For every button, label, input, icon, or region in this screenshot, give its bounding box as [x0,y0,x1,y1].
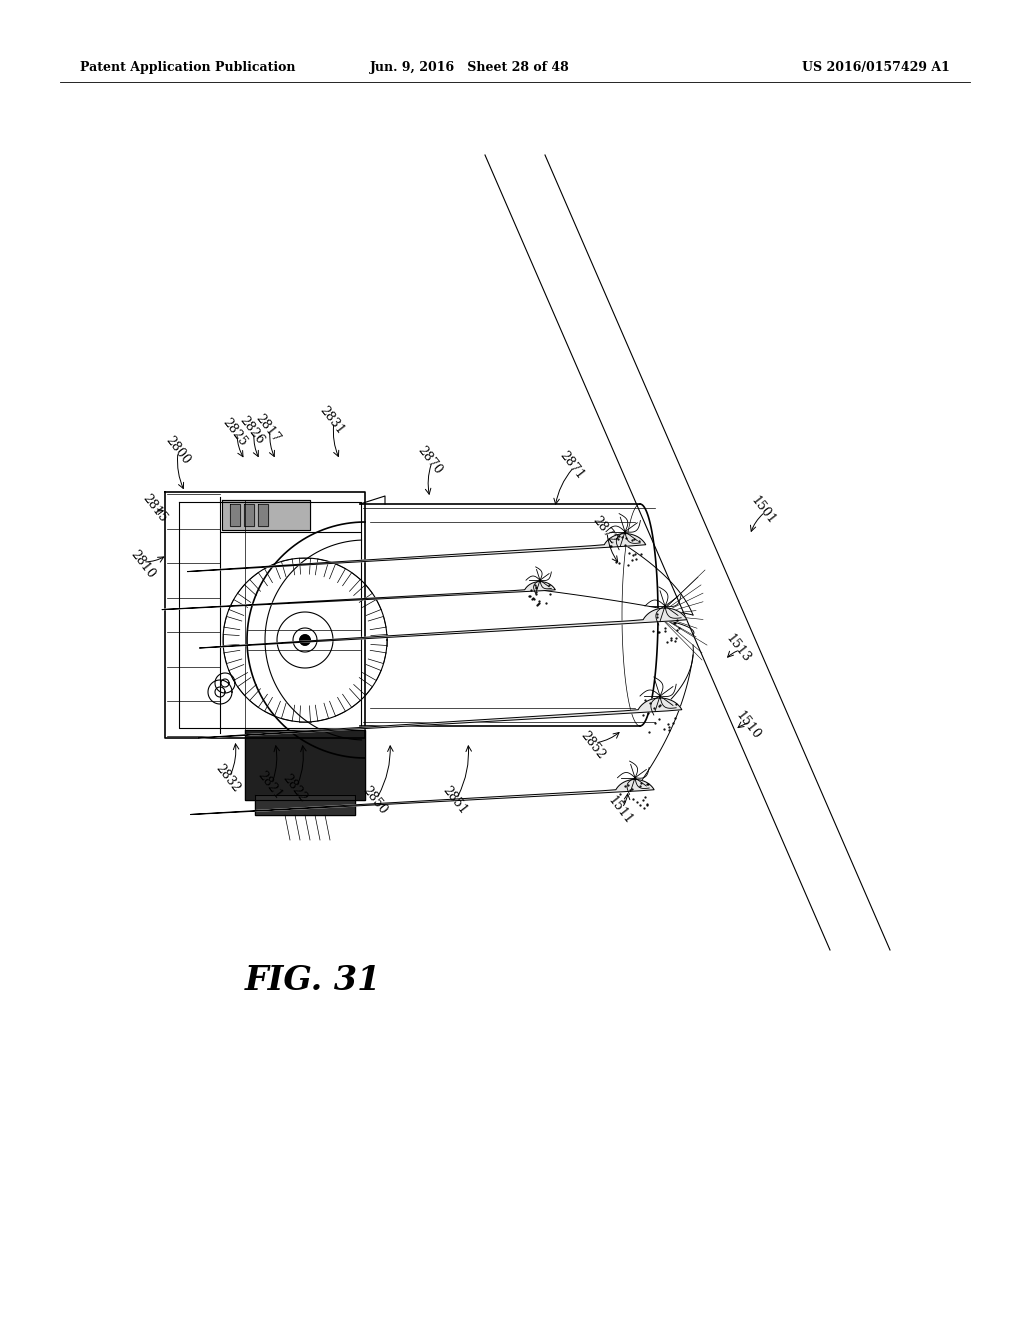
Text: 2810: 2810 [128,548,158,581]
Text: 1510: 1510 [733,709,763,742]
Text: 1513: 1513 [723,631,753,664]
Polygon shape [162,582,555,610]
Text: 2850: 2850 [360,784,390,817]
Text: 1501: 1501 [749,494,778,527]
Text: 2832: 2832 [213,762,243,795]
Polygon shape [230,504,240,525]
Text: 2800: 2800 [163,433,193,466]
Text: 2817: 2817 [253,412,283,445]
Polygon shape [200,609,687,648]
Text: Jun. 9, 2016   Sheet 28 of 48: Jun. 9, 2016 Sheet 28 of 48 [370,62,570,74]
Polygon shape [245,730,365,800]
Text: 2826: 2826 [238,413,267,446]
Text: 1511: 1511 [605,793,635,826]
Polygon shape [187,533,646,572]
Text: 2871: 2871 [557,449,587,482]
Text: 2822: 2822 [281,771,310,804]
Polygon shape [258,504,268,525]
Text: 2825: 2825 [220,416,250,449]
Text: 2872: 2872 [590,513,620,546]
Polygon shape [198,698,682,738]
Polygon shape [222,500,310,531]
Text: 2852: 2852 [579,729,608,762]
Text: FIG. 31: FIG. 31 [245,964,381,997]
Text: 2870: 2870 [415,444,444,477]
Text: US 2016/0157429 A1: US 2016/0157429 A1 [802,62,950,74]
Polygon shape [190,780,654,814]
Text: 2831: 2831 [317,404,347,437]
Polygon shape [244,504,254,525]
Polygon shape [255,795,355,814]
Text: 2821: 2821 [255,768,285,801]
Polygon shape [300,635,310,645]
Text: Patent Application Publication: Patent Application Publication [80,62,296,74]
Text: 2815: 2815 [140,491,170,524]
Text: 2851: 2851 [440,784,470,817]
